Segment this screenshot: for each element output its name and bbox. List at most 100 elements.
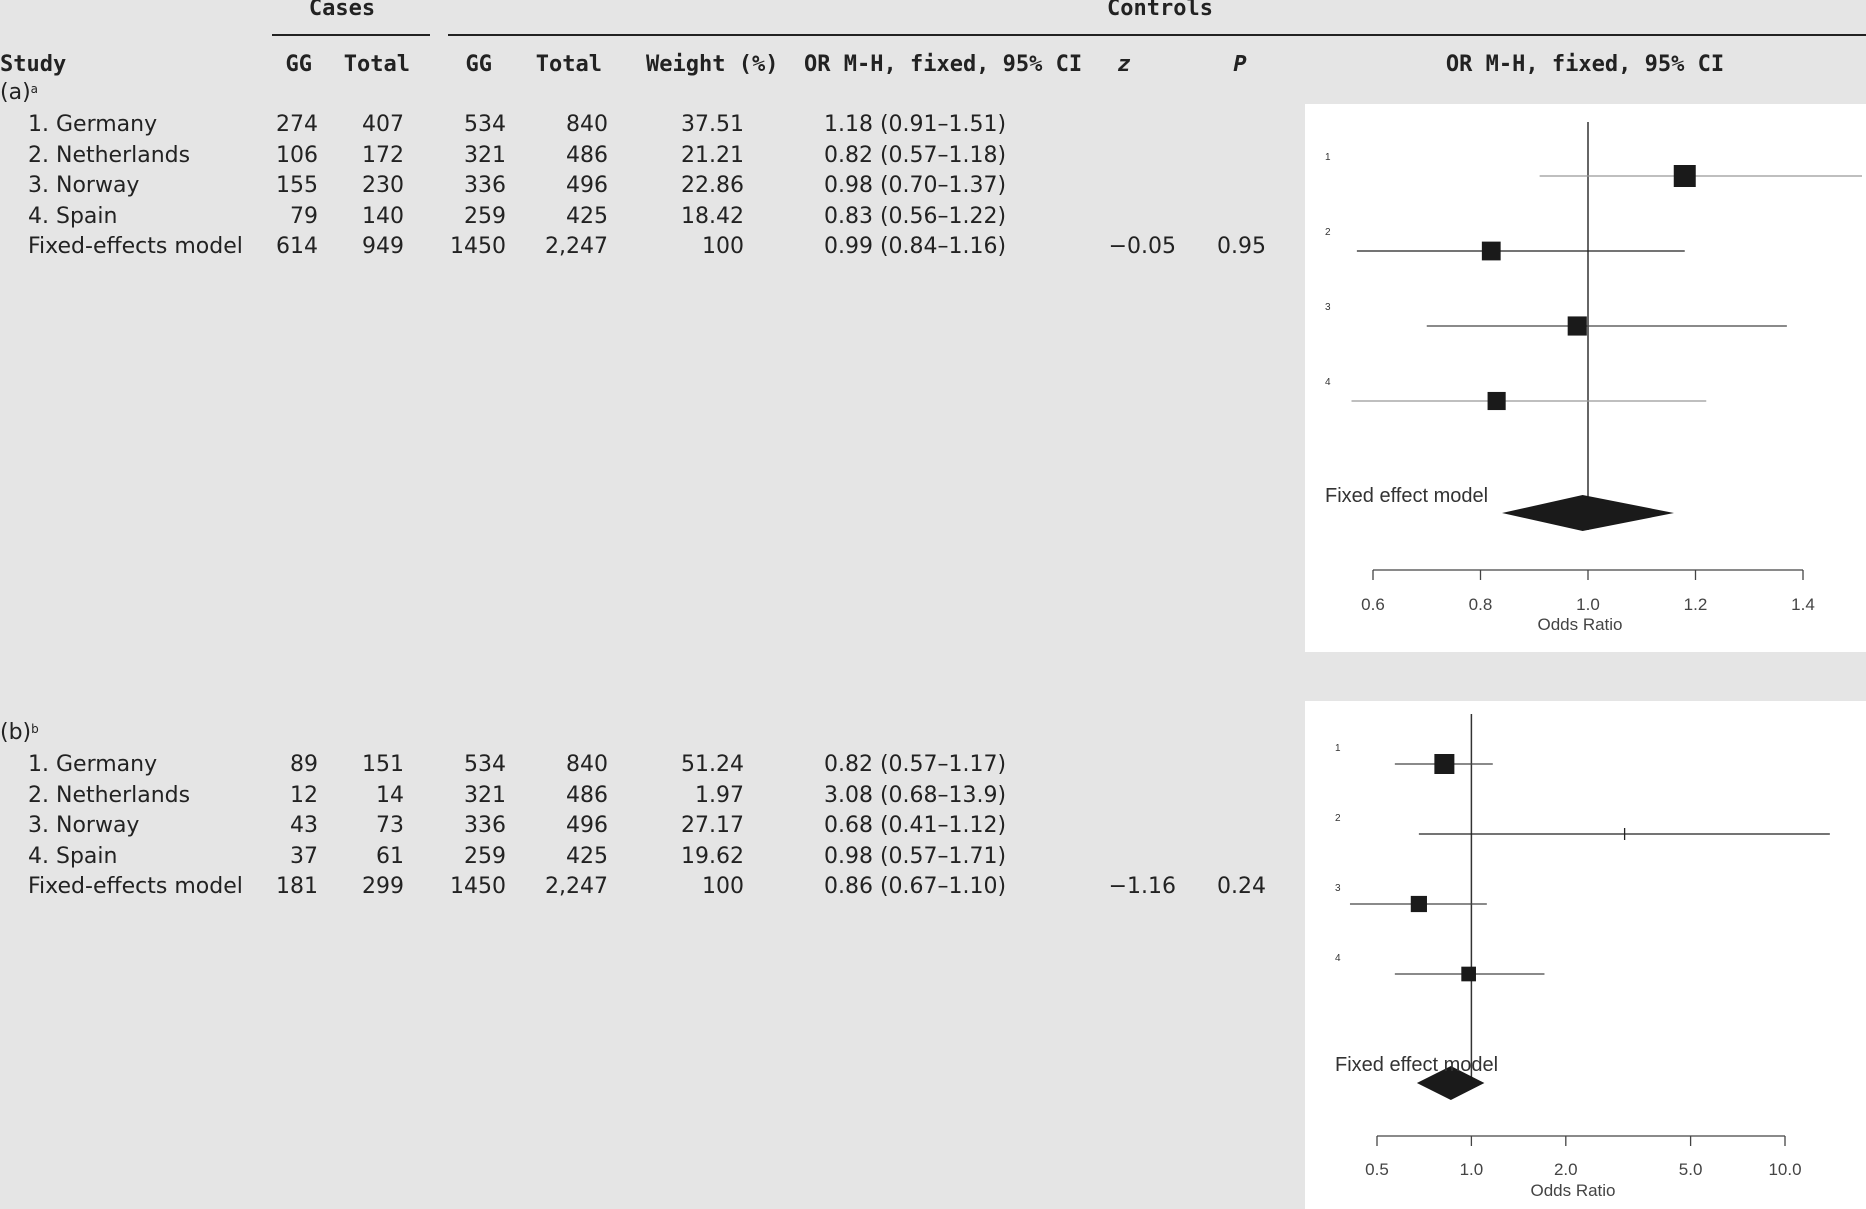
- cell-or: 0.99 (0.84–1.16): [824, 234, 1007, 259]
- cell-controls-total: 496: [566, 813, 608, 838]
- cell-study: 1. Germany: [28, 752, 158, 777]
- col-header-study: Study: [0, 52, 67, 77]
- cell-cases-total: 140: [362, 203, 404, 229]
- x-tick-label: 0.8: [1469, 595, 1493, 614]
- x-axis-label: Odds Ratio: [1537, 615, 1622, 634]
- col-header-plot: OR M-H, fixed, 95% CI: [1445, 52, 1725, 77]
- cell-controls-total: 2,247: [545, 234, 608, 259]
- cell-or: 0.82 (0.57–1.18): [824, 142, 1007, 168]
- x-tick-label: 0.6: [1361, 595, 1385, 614]
- cell-controls-total: 840: [566, 752, 608, 777]
- col-header-cases-gg: GG: [285, 52, 313, 77]
- cell-controls-gg: 259: [464, 843, 506, 869]
- col-header-cases-total: Total: [343, 52, 410, 77]
- cell-controls-gg: 534: [464, 112, 506, 137]
- cell-or: 0.98 (0.57–1.71): [824, 843, 1007, 869]
- cell-cases-gg: 155: [276, 173, 318, 198]
- cell-or: 3.08 (0.68–13.9): [824, 782, 1007, 808]
- cell-controls-total: 425: [566, 203, 608, 229]
- cell-cases-gg: 79: [290, 203, 318, 229]
- cell-study: 3. Norway: [28, 813, 140, 838]
- study-label: 2: [1325, 227, 1331, 238]
- study-label: 1: [1335, 743, 1341, 754]
- cell-controls-gg: 336: [464, 173, 506, 198]
- summary-label: Fixed effect model: [1335, 1054, 1498, 1076]
- study-label: 3: [1335, 883, 1341, 894]
- point-marker: [1461, 966, 1476, 982]
- cell-study: 4. Spain: [28, 843, 118, 869]
- point-marker: [1567, 316, 1587, 336]
- cell-cases-gg: 89: [290, 752, 318, 777]
- x-tick-label: 2.0: [1554, 1160, 1578, 1179]
- cell-weight: 27.17: [681, 813, 744, 838]
- cell-weight: 22.86: [681, 173, 744, 198]
- cell-weight: 1.97: [695, 782, 744, 808]
- panel-a-label: (a)a: [0, 80, 39, 105]
- point-marker: [1410, 895, 1427, 913]
- panel-b-label: (b)b: [0, 720, 39, 745]
- cell-or: 0.82 (0.57–1.17): [824, 752, 1007, 777]
- cell-controls-total: 425: [566, 843, 608, 869]
- cell-weight: 100: [702, 234, 744, 259]
- cell-controls-total: 486: [566, 782, 608, 808]
- summary-label: Fixed effect model: [1325, 485, 1488, 507]
- cell-study: 2. Netherlands: [28, 782, 191, 808]
- point-marker: [1487, 391, 1506, 411]
- cell-study: Fixed-effects model: [28, 874, 243, 899]
- cell-cases-gg: 106: [276, 142, 318, 168]
- study-label: 3: [1325, 302, 1331, 313]
- cell-cases-total: 299: [362, 874, 404, 899]
- summary-diamond: [1502, 495, 1674, 531]
- forest-plot-b-svg: 1 2 3 4 Fixed effect model 0.5 1.0 2.0 5.0 10.0 Od…: [1335, 714, 1830, 1200]
- col-header-controls-gg: GG: [465, 52, 493, 77]
- x-axis-label: Odds Ratio: [1530, 1181, 1615, 1200]
- cell-z: −1.16: [1108, 874, 1176, 899]
- forest-plot-a-svg: 1 2 3 4 Fixed effect model 0.6 0.8 1.0 1.2 1.4 Odd…: [1325, 122, 1862, 634]
- cases-group-header: Cases: [308, 0, 376, 21]
- cell-z: −0.05: [1108, 234, 1176, 259]
- cell-weight: 18.42: [681, 203, 744, 229]
- cell-cases-gg: 274: [276, 112, 318, 137]
- study-label: 4: [1335, 953, 1341, 964]
- cell-cases-gg: 12: [290, 782, 318, 808]
- x-tick-label: 1.4: [1791, 595, 1815, 614]
- cell-or: 0.68 (0.41–1.12): [824, 813, 1007, 838]
- cell-controls-gg: 321: [464, 782, 506, 808]
- cell-study: Fixed-effects model: [28, 234, 243, 259]
- cell-weight: 19.62: [681, 843, 744, 869]
- point-marker: [1434, 754, 1455, 774]
- cell-cases-gg: 614: [276, 234, 318, 259]
- cell-weight: 100: [702, 874, 744, 899]
- col-header-p: P: [1233, 52, 1247, 77]
- cell-cases-total: 151: [362, 752, 404, 777]
- cell-weight: 37.51: [681, 112, 744, 137]
- cell-controls-total: 840: [566, 112, 608, 137]
- col-header-weight: Weight (%): [646, 52, 779, 77]
- cell-cases-total: 949: [362, 234, 404, 259]
- x-tick-label: 1.2: [1684, 595, 1708, 614]
- study-label: 4: [1325, 377, 1331, 388]
- cell-controls-gg: 336: [464, 813, 506, 838]
- point-marker: [1673, 165, 1696, 187]
- cell-study: 1. Germany: [28, 112, 158, 137]
- cell-cases-total: 73: [376, 813, 404, 838]
- controls-group-header: Controls: [1107, 0, 1213, 21]
- cell-cases-total: 14: [376, 782, 404, 808]
- point-marker: [1481, 241, 1501, 261]
- summary-diamond: [1416, 1066, 1485, 1100]
- x-tick-label: 10.0: [1768, 1160, 1801, 1179]
- forest-plot-a: 1 2 3 4 Fixed effect model 0.6 0.8 1.0 1.2 1.4 Odd…: [1305, 104, 1866, 652]
- x-tick-label: 5.0: [1679, 1160, 1703, 1179]
- cell-cases-gg: 43: [290, 813, 318, 838]
- study-label: 2: [1335, 813, 1341, 824]
- cell-or: 0.86 (0.67–1.10): [824, 874, 1007, 899]
- cell-study: 2. Netherlands: [28, 142, 191, 168]
- cell-controls-gg: 534: [464, 752, 506, 777]
- cell-study: 3. Norway: [28, 173, 140, 198]
- cases-group-rule: [272, 34, 430, 36]
- cell-controls-gg: 321: [464, 142, 506, 168]
- cell-study: 4. Spain: [28, 203, 118, 229]
- cell-or: 0.83 (0.56–1.22): [824, 203, 1007, 229]
- cell-controls-gg: 259: [464, 203, 506, 229]
- col-header-or: OR M-H, fixed, 95% CI: [804, 52, 1083, 77]
